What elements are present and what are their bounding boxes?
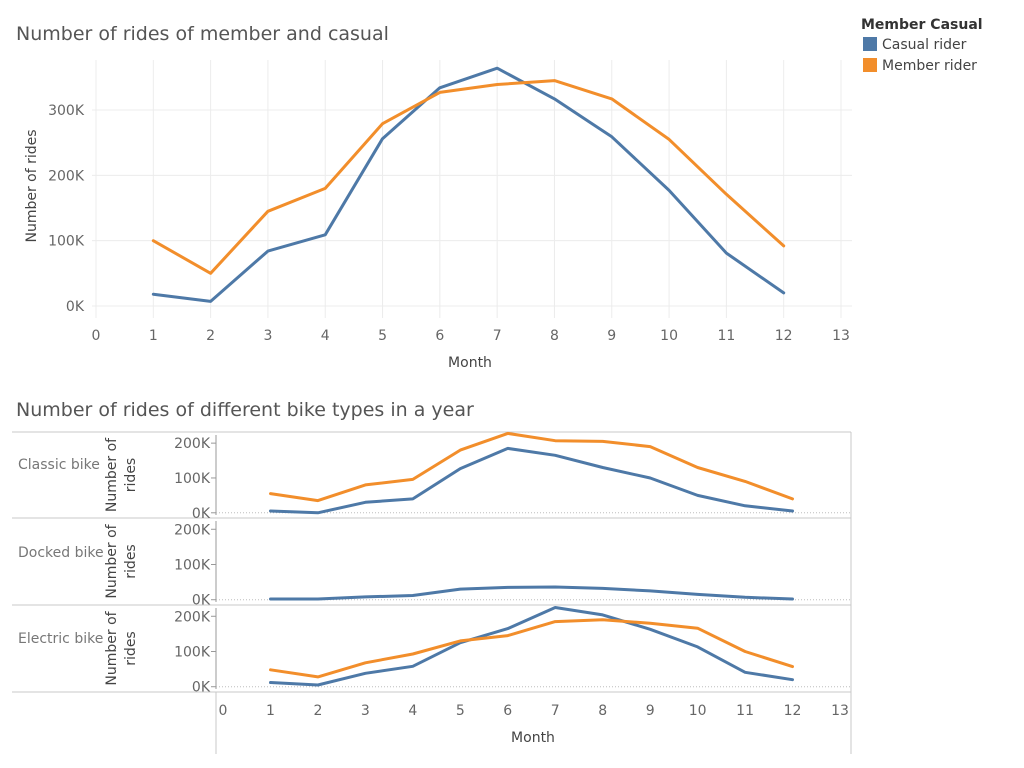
facet-y-title: Number of [104,523,120,598]
chart1-x-tick: 9 [607,328,616,344]
chart2-x-tick: 6 [503,703,512,719]
facet-y-tick: 200K [174,609,211,625]
chart1-x-tick: 1 [149,328,158,344]
facet-electric-bike-series-casual-rider [269,606,794,687]
chart2-title: Number of rides of different bike types … [16,399,474,421]
facet-label-electric: Electric bike [18,631,103,647]
chart1-y-tick: 0K [66,299,85,315]
facet-y-tick: 100K [174,644,211,660]
chart2-x-tick: 0 [219,703,228,719]
facet-y-tick: 200K [174,436,211,452]
legend-swatch-casual [863,37,877,51]
legend-label-member: Member rider [882,58,977,74]
facet-electric-bike-series-member-rider [269,618,794,679]
chart1-x-tick: 3 [263,328,272,344]
facet-y-tick: 0K [192,593,211,609]
facet-y-tick: 100K [174,471,211,487]
chart-ride-counts: Number of rides of member and casual 0K 1… [16,23,852,371]
chart2-x-tick: 7 [551,703,560,719]
facet-y-tick: 0K [192,506,211,522]
chart1-series-member-rider [151,79,786,275]
chart2-x-tick: 5 [456,703,465,719]
chart2-x-tick: 9 [646,703,655,719]
chart2-x-tick: 2 [313,703,322,719]
facet-y-title: rides [123,458,139,492]
chart2-x-tick: 11 [736,703,754,719]
chart1-x-tick: 10 [660,328,678,344]
chart2-x-tick: 10 [689,703,707,719]
chart1-title: Number of rides of member and casual [16,23,389,45]
chart1-x-tick: 11 [717,328,735,344]
chart2-x-tick: 12 [784,703,802,719]
chart2-x-axis-title: Month [511,730,555,746]
facet-docked-bike-series-casual-rider [269,585,794,601]
facet-label-docked: Docked bike [18,545,104,561]
legend: Member Casual Casual rider Member rider [861,17,983,74]
chart1-y-tick: 200K [48,168,85,184]
chart1-x-tick: 13 [832,328,850,344]
chart1-x-tick: 6 [435,328,444,344]
facet-y-tick: 100K [174,557,211,573]
chart1-y-tick: 300K [48,103,85,119]
chart-bike-types: Number of rides of different bike types … [12,399,852,754]
chart1-y-axis-title: Number of rides [24,129,40,242]
facet-y-tick: 200K [174,522,211,538]
chart2-x-tick: 4 [408,703,417,719]
facet-y-tick: 0K [192,680,211,696]
chart1-y-tick: 100K [48,234,85,250]
chart2-x-tick: 8 [598,703,607,719]
facet-classic-bike-series-member-rider [269,431,794,503]
chart2-x-tick: 1 [266,703,275,719]
chart1-x-tick: 0 [92,328,101,344]
facet-y-title: Number of [104,610,120,685]
facet-y-title: rides [123,544,139,578]
facet-y-title: Number of [104,437,120,512]
facet-label-classic: Classic bike [18,457,100,473]
chart1-x-axis-title: Month [448,355,492,371]
chart1-x-tick: 7 [493,328,502,344]
legend-title: Member Casual [861,17,983,33]
chart1-x-tick: 5 [378,328,387,344]
chart2-x-tick: 3 [361,703,370,719]
chart1-x-tick: 12 [775,328,793,344]
legend-label-casual: Casual rider [882,37,967,53]
chart1-series-casual-rider [151,66,786,303]
facet-y-title: rides [123,631,139,665]
chart1-x-tick: 4 [321,328,330,344]
chart1-x-tick: 2 [206,328,215,344]
legend-swatch-member [863,58,877,72]
chart2-x-tick: 13 [831,703,849,719]
chart1-x-tick: 8 [550,328,559,344]
facet-classic-bike-series-casual-rider [269,446,794,515]
